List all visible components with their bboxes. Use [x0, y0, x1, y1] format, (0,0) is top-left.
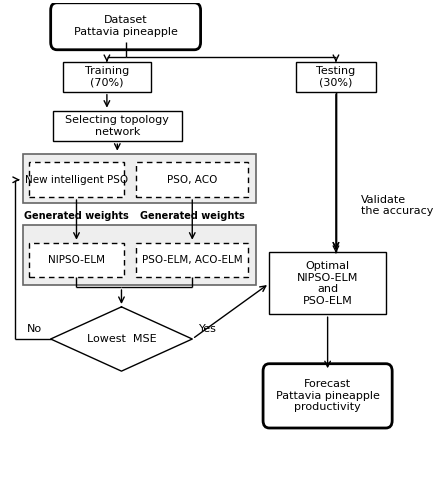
- FancyBboxPatch shape: [29, 162, 124, 197]
- FancyBboxPatch shape: [51, 3, 201, 50]
- Text: PSO-ELM, ACO-ELM: PSO-ELM, ACO-ELM: [142, 255, 243, 265]
- FancyBboxPatch shape: [29, 242, 124, 277]
- Text: New intelligent PSO: New intelligent PSO: [25, 175, 128, 185]
- Text: Dataset
Pattavia pineapple: Dataset Pattavia pineapple: [74, 16, 178, 37]
- FancyBboxPatch shape: [23, 154, 256, 203]
- Text: Lowest  MSE: Lowest MSE: [87, 334, 156, 344]
- FancyBboxPatch shape: [23, 226, 256, 284]
- Text: Selecting topology
network: Selecting topology network: [66, 115, 169, 136]
- Text: Yes: Yes: [198, 324, 216, 334]
- Text: NIPSO-ELM: NIPSO-ELM: [48, 255, 105, 265]
- FancyBboxPatch shape: [297, 62, 376, 92]
- FancyBboxPatch shape: [53, 110, 182, 141]
- Text: Generated weights: Generated weights: [24, 212, 129, 222]
- Text: Training
(70%): Training (70%): [85, 66, 129, 88]
- FancyBboxPatch shape: [269, 252, 386, 314]
- FancyBboxPatch shape: [63, 62, 151, 92]
- Text: Forecast
Pattavia pineapple
productivity: Forecast Pattavia pineapple productivity: [276, 380, 380, 412]
- FancyBboxPatch shape: [136, 242, 248, 277]
- Text: No: No: [27, 324, 42, 334]
- Text: Validate
the accuracy: Validate the accuracy: [361, 194, 434, 216]
- Text: PSO, ACO: PSO, ACO: [167, 175, 218, 185]
- FancyBboxPatch shape: [136, 162, 248, 197]
- Text: Generated weights: Generated weights: [140, 212, 245, 222]
- Text: Testing
(30%): Testing (30%): [316, 66, 355, 88]
- FancyBboxPatch shape: [263, 364, 392, 428]
- Polygon shape: [51, 307, 192, 371]
- Text: Optimal
NIPSO-ELM
and
PSO-ELM: Optimal NIPSO-ELM and PSO-ELM: [297, 261, 358, 306]
